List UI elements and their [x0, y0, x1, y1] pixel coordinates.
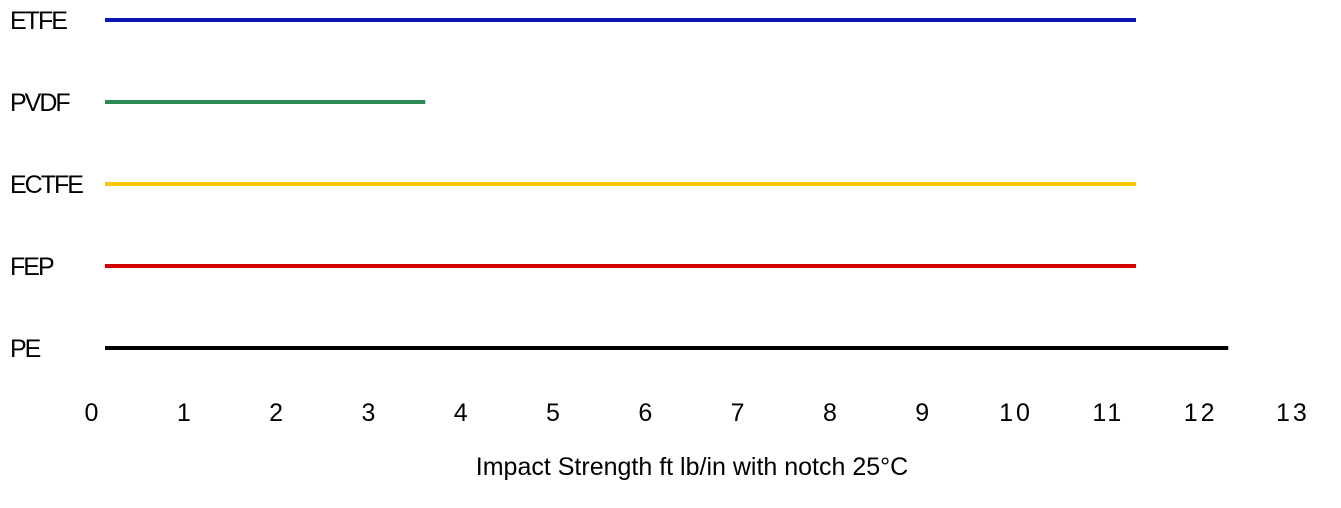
x-tick-label: 8	[823, 399, 840, 427]
x-tick-label: 0	[85, 399, 102, 427]
x-tick-label: 5	[546, 399, 563, 427]
category-label-ectfe: ECTFE	[10, 171, 83, 199]
category-label-etfe: ETFE	[10, 7, 67, 35]
x-tick-label: 11	[1092, 399, 1124, 427]
category-label-fep: FEP	[10, 253, 54, 281]
category-labels: ETFE PVDF ECTFE FEP PE	[10, 7, 85, 363]
x-tick-labels: 0 1 2 3 4 5 6 7 8 9 10 11 12 13	[85, 399, 1310, 427]
bars-group	[105, 18, 1229, 350]
x-tick-label: 10	[999, 399, 1033, 427]
x-tick-label: 2	[269, 399, 286, 427]
x-tick-label: 12	[1184, 399, 1218, 427]
category-label-pvdf: PVDF	[10, 89, 70, 117]
x-tick-label: 4	[454, 399, 471, 427]
x-tick-label: 7	[731, 399, 748, 427]
x-tick-label: 1	[177, 399, 194, 427]
category-label-pe: PE	[10, 335, 41, 363]
x-tick-label: 13	[1276, 399, 1310, 427]
x-tick-label: 3	[361, 399, 378, 427]
x-axis-title: Impact Strength ft lb/in with notch 25°C	[476, 453, 908, 481]
x-tick-label: 6	[638, 399, 655, 427]
x-tick-label: 9	[915, 399, 932, 427]
